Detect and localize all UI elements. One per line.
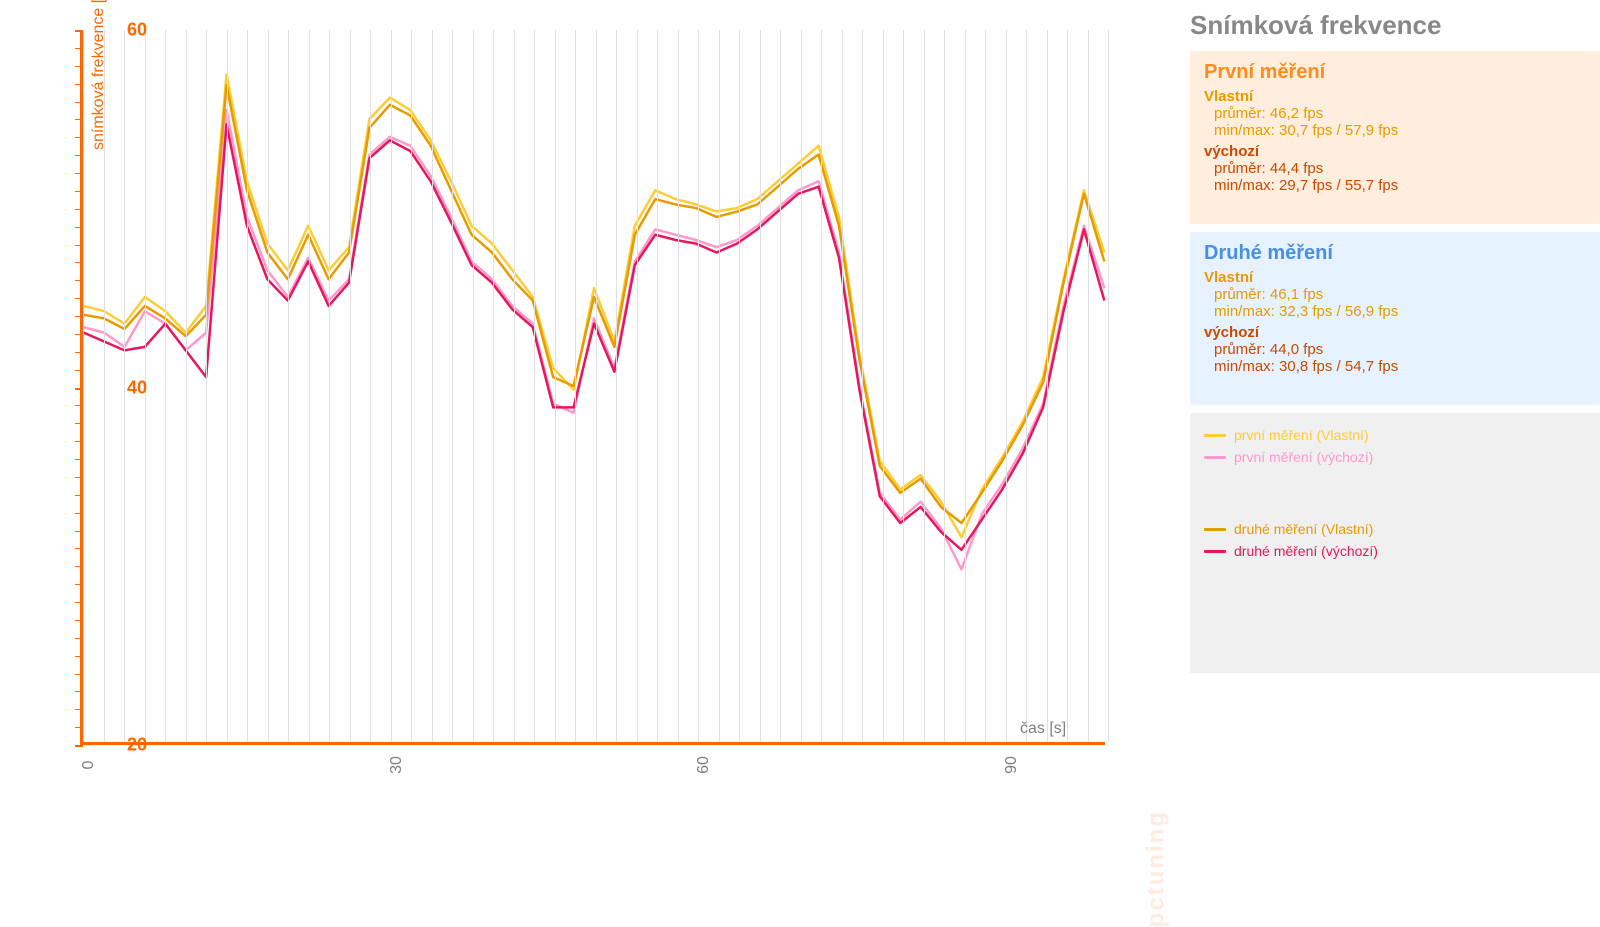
legend-label: první měření (Vlastní) [1234, 427, 1369, 443]
legend-swatch-icon [1204, 456, 1226, 459]
series-line [84, 124, 1105, 550]
panel2-sub2-avg: průměr: 44,0 fps [1214, 341, 1586, 358]
x-tick-label: 60 [695, 756, 713, 774]
panel2-sub1-title: Vlastní [1204, 269, 1586, 286]
legend-item: druhé měření (Vlastní) [1204, 521, 1586, 537]
panel1-title: První měření [1204, 61, 1586, 84]
panel-first-measurement: První měření Vlastní průměr: 46,2 fps mi… [1190, 51, 1600, 224]
x-tick-label: 30 [388, 756, 406, 774]
legend-swatch-icon [1204, 434, 1226, 437]
panel1-sub2-title: výchozí [1204, 143, 1586, 160]
legend-item: první měření (Vlastní) [1204, 427, 1586, 443]
line-series-svg [83, 30, 1105, 742]
x-tick-label: 0 [80, 761, 98, 770]
panel1-sub2-minmax: min/max: 29,7 fps / 55,7 fps [1214, 177, 1586, 194]
panel1-sub1-minmax: min/max: 30,7 fps / 57,9 fps [1214, 122, 1586, 139]
panel1-sub2-avg: průměr: 44,4 fps [1214, 160, 1586, 177]
y-tick-label: 40 [127, 377, 147, 398]
series-line [84, 85, 1105, 523]
legend-swatch-icon [1204, 550, 1226, 553]
legend-swatch-icon [1204, 528, 1226, 531]
panel2-title: Druhé měření [1204, 242, 1586, 265]
panel-second-measurement: Druhé měření Vlastní průměr: 46,1 fps mi… [1190, 232, 1600, 405]
legend: první měření (Vlastní) první měření (výc… [1190, 413, 1600, 673]
panel1-sub1-avg: průměr: 46,2 fps [1214, 105, 1586, 122]
y-tick-label: 20 [127, 735, 147, 756]
chart-area: snímková frekvence [fps] čas [s] pctunin… [0, 20, 1180, 830]
x-axis-title: čas [s] [1020, 720, 1066, 738]
x-tick-label: 90 [1003, 756, 1021, 774]
legend-label: první měření (výchozí) [1234, 449, 1373, 465]
y-tick-label: 60 [127, 20, 147, 41]
watermark: pctuning [1142, 810, 1170, 927]
y-axis-title: snímková frekvence [fps] [90, 0, 108, 150]
legend-label: druhé měření (výchozí) [1234, 543, 1378, 559]
panel1-sub1-title: Vlastní [1204, 88, 1586, 105]
panel2-sub2-minmax: min/max: 30,8 fps / 54,7 fps [1214, 358, 1586, 375]
plot-region [80, 30, 1105, 745]
panel2-sub2-title: výchozí [1204, 324, 1586, 341]
panel2-sub1-minmax: min/max: 32,3 fps / 56,9 fps [1214, 303, 1586, 320]
legend-item: druhé měření (výchozí) [1204, 543, 1586, 559]
legend-item: první měření (výchozí) [1204, 449, 1586, 465]
legend-label: druhé měření (Vlastní) [1234, 521, 1373, 537]
sidebar: Snímková frekvence První měření Vlastní … [1180, 0, 1600, 904]
main-title: Snímková frekvence [1190, 10, 1600, 41]
panel2-sub1-avg: průměr: 46,1 fps [1214, 286, 1586, 303]
